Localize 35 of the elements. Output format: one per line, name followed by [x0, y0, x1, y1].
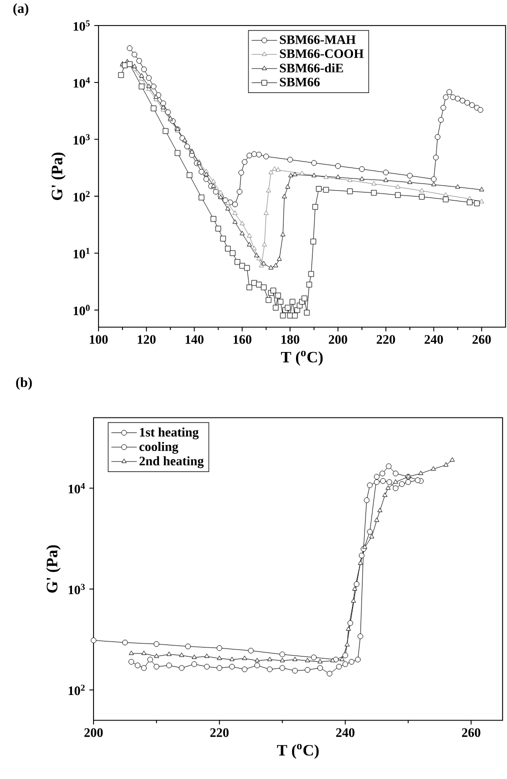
- x-axis-title: T ($^{o}$C): [281, 350, 323, 366]
- y-tick-label: 10$^{4}$: [74, 77, 90, 88]
- legend-label: cooling: [140, 442, 178, 454]
- y-tick-label: 10$^{2}$: [74, 191, 90, 202]
- x-tick-label: 240: [336, 728, 355, 737]
- x-tick-label: 160: [234, 335, 252, 344]
- legend-label: 2nd heating: [140, 456, 204, 468]
- x-tick-label: 140: [186, 335, 204, 344]
- y-tick-label: 10$^{5}$: [74, 20, 90, 31]
- x-tick-label: 200: [84, 728, 103, 737]
- chart-title: (b): [16, 377, 32, 390]
- y-axis-title: G' (Pa): [51, 152, 66, 200]
- y-tick-label: 10$^{3}$: [74, 134, 90, 145]
- legend-label: SBM66: [280, 78, 320, 86]
- x-tick-label: 120: [138, 335, 156, 344]
- x-tick-label: 260: [472, 335, 492, 344]
- x-tick-label: 220: [210, 728, 229, 737]
- legend-label: SBM66-COOH: [280, 49, 364, 58]
- chart-title: (a): [14, 3, 29, 16]
- x-tick-label: 180: [282, 335, 300, 344]
- y-tick-label: 10$^{2}$: [68, 684, 85, 696]
- y-tick-label: 10$^{4}$: [68, 483, 86, 494]
- x-tick-label: 220: [376, 335, 396, 344]
- y-tick-label: 10$^{1}$: [74, 248, 90, 258]
- x-tick-label: 240: [424, 335, 444, 344]
- y-axis-title: G' (Pa): [46, 545, 61, 593]
- x-tick-label: 260: [462, 728, 481, 737]
- legend-label: SBM66-MAH: [280, 35, 356, 44]
- x-tick-label: 100: [90, 335, 108, 344]
- legend-label: 1st heating: [140, 428, 199, 440]
- legend-label: SBM66-diE: [280, 63, 344, 72]
- x-tick-label: 200: [329, 335, 348, 344]
- x-axis-title: T ($^{o}$C): [277, 744, 319, 759]
- y-tick-label: 10$^{3}$: [68, 584, 85, 594]
- y-tick-label: 10$^{0}$: [74, 304, 90, 316]
